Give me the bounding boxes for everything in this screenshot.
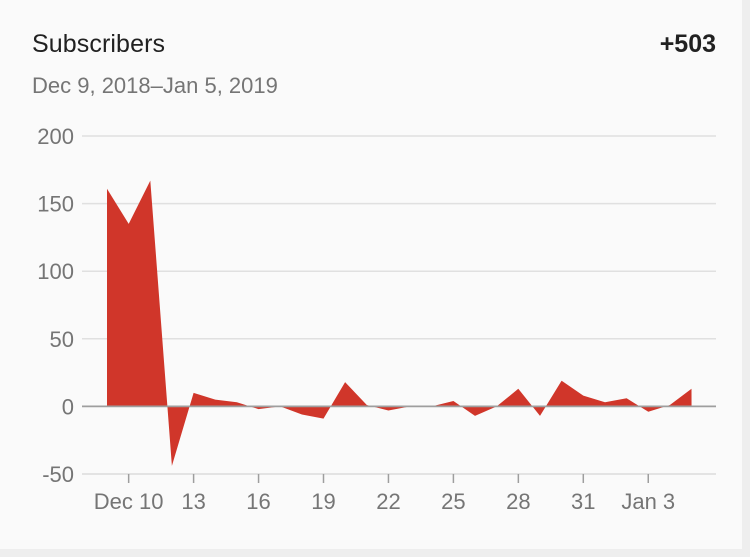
x-tick-marks bbox=[127, 474, 649, 483]
date-range: Dec 9, 2018–Jan 5, 2019 bbox=[32, 73, 278, 98]
area-fill bbox=[107, 180, 692, 466]
y-tick-label-0: 0 bbox=[62, 394, 74, 419]
card-title: Subscribers bbox=[32, 30, 166, 58]
x-tick-label-2018-12-19: 19 bbox=[311, 489, 335, 514]
x-tick-label-2018-12-31: 31 bbox=[571, 489, 595, 514]
x-tick-label-2018-12-25: 25 bbox=[441, 489, 465, 514]
x-axis-labels: Dec 10 13 16 19 22 25 28 31 Jan 3 bbox=[94, 489, 675, 514]
area-series bbox=[107, 180, 692, 466]
y-tick-label-50: 50 bbox=[50, 327, 74, 352]
x-tick-label-2019-01-03: Jan 3 bbox=[621, 489, 675, 514]
gridlines bbox=[82, 135, 716, 475]
x-tick-label-2018-12-16: 16 bbox=[246, 489, 270, 514]
y-tick-label--50: -50 bbox=[42, 462, 74, 487]
y-axis-labels: 200 150 100 50 0 -50 bbox=[37, 124, 74, 487]
y-tick-label-150: 150 bbox=[37, 192, 74, 217]
x-tick-label-2018-12-13: 13 bbox=[181, 489, 205, 514]
subscriber-total: +503 bbox=[659, 30, 716, 58]
x-tick-label-2018-12-22: 22 bbox=[376, 489, 400, 514]
y-tick-label-100: 100 bbox=[37, 259, 74, 284]
x-tick-label-2018-12-10: Dec 10 bbox=[94, 489, 164, 514]
x-tick-label-2018-12-28: 28 bbox=[506, 489, 530, 514]
subscribers-chart: 200 150 100 50 0 -50 Dec 10 13 16 19 22 25 28 31 Jan … bbox=[37, 124, 716, 514]
y-tick-label-200: 200 bbox=[37, 124, 74, 149]
